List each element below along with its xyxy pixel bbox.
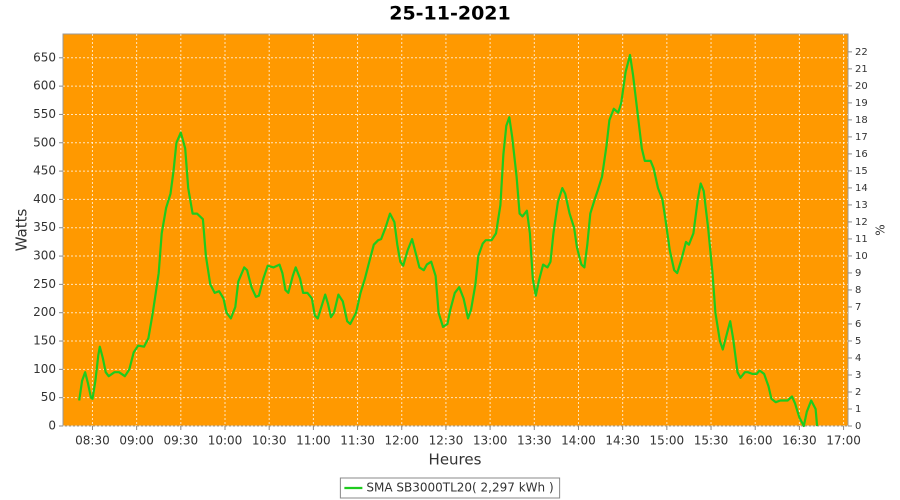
- y2-tick-label: 2: [855, 387, 861, 398]
- y-tick-label: 300: [33, 249, 56, 263]
- y-tick-label: 400: [33, 192, 56, 206]
- y2-tick-label: 8: [855, 285, 861, 296]
- y-tick-label: 0: [48, 419, 56, 433]
- legend-box: [339, 477, 561, 499]
- y2-tick-label: 7: [855, 302, 861, 313]
- x-tick-label: 10:00: [208, 434, 243, 448]
- y2-tick-label: 20: [855, 81, 868, 92]
- series-line: [78, 53, 819, 428]
- y2-tick-label: 1: [855, 404, 861, 415]
- legend: SMA SB3000TL20( 2,297 kWh ): [339, 477, 561, 499]
- y-tick-label: 500: [33, 135, 56, 149]
- y2-tick-label: 3: [855, 370, 861, 381]
- y2-tick-label: 15: [855, 166, 868, 177]
- x-tick-label: 08:30: [75, 434, 110, 448]
- legend-label: SMA SB3000TL20( 2,297 kWh ): [366, 481, 553, 495]
- y2-tick-label: 4: [855, 353, 861, 364]
- x-tick-label: 14:30: [605, 434, 640, 448]
- x-tick-label: 13:00: [473, 434, 508, 448]
- y2-tick-label: 13: [855, 200, 868, 211]
- y2-tick-label: 9: [855, 268, 861, 279]
- y2-tick-label: 18: [855, 115, 868, 126]
- y2-tick-label: 5: [855, 336, 861, 347]
- y2-tick-label: 10: [855, 251, 868, 262]
- y2-tick-label: 14: [855, 183, 868, 194]
- chart-title: 25-11-2021: [389, 3, 511, 25]
- y-axis-label: Watts: [13, 209, 31, 252]
- y-tick-label: 200: [33, 305, 56, 319]
- y-tick-label: 150: [33, 334, 56, 348]
- y2-tick-label: 0: [855, 421, 861, 432]
- x-tick-label: 17:00: [826, 434, 861, 448]
- y2-tick-label: 17: [855, 132, 868, 143]
- y2-tick-label: 22: [855, 47, 868, 58]
- y2-tick-label: 11: [855, 234, 868, 245]
- x-tick-label: 15:30: [694, 434, 729, 448]
- x-axis-label: Heures: [429, 451, 482, 469]
- x-tick-label: 16:30: [782, 434, 817, 448]
- x-tick-label: 14:00: [561, 434, 596, 448]
- y2-tick-label: 19: [855, 98, 868, 109]
- x-tick-label: 12:00: [384, 434, 419, 448]
- y2-axis-label: %: [874, 224, 888, 235]
- y2-tick-label: 16: [855, 149, 868, 160]
- y-tick-label: 600: [33, 79, 56, 93]
- plot-area: [62, 33, 849, 427]
- x-tick-label: 11:00: [296, 434, 331, 448]
- y-tick-label: 350: [33, 220, 56, 234]
- y-tick-label: 50: [41, 390, 56, 404]
- x-tick-label: 09:30: [164, 434, 199, 448]
- x-tick-label: 12:30: [429, 434, 464, 448]
- y2-tick-label: 6: [855, 319, 861, 330]
- x-tick-label: 11:30: [340, 434, 375, 448]
- x-tick-label: 16:00: [738, 434, 773, 448]
- y-tick-label: 550: [33, 107, 56, 121]
- x-tick-label: 10:30: [252, 434, 287, 448]
- x-tick-label: 13:30: [517, 434, 552, 448]
- y2-tick-label: 21: [855, 64, 868, 75]
- y-tick-label: 100: [33, 362, 56, 376]
- y-tick-label: 250: [33, 277, 56, 291]
- x-tick-label: 09:00: [119, 434, 154, 448]
- y-tick-label: 650: [33, 50, 56, 64]
- y2-tick-label: 12: [855, 217, 868, 228]
- x-tick-label: 15:00: [650, 434, 685, 448]
- y-tick-label: 450: [33, 164, 56, 178]
